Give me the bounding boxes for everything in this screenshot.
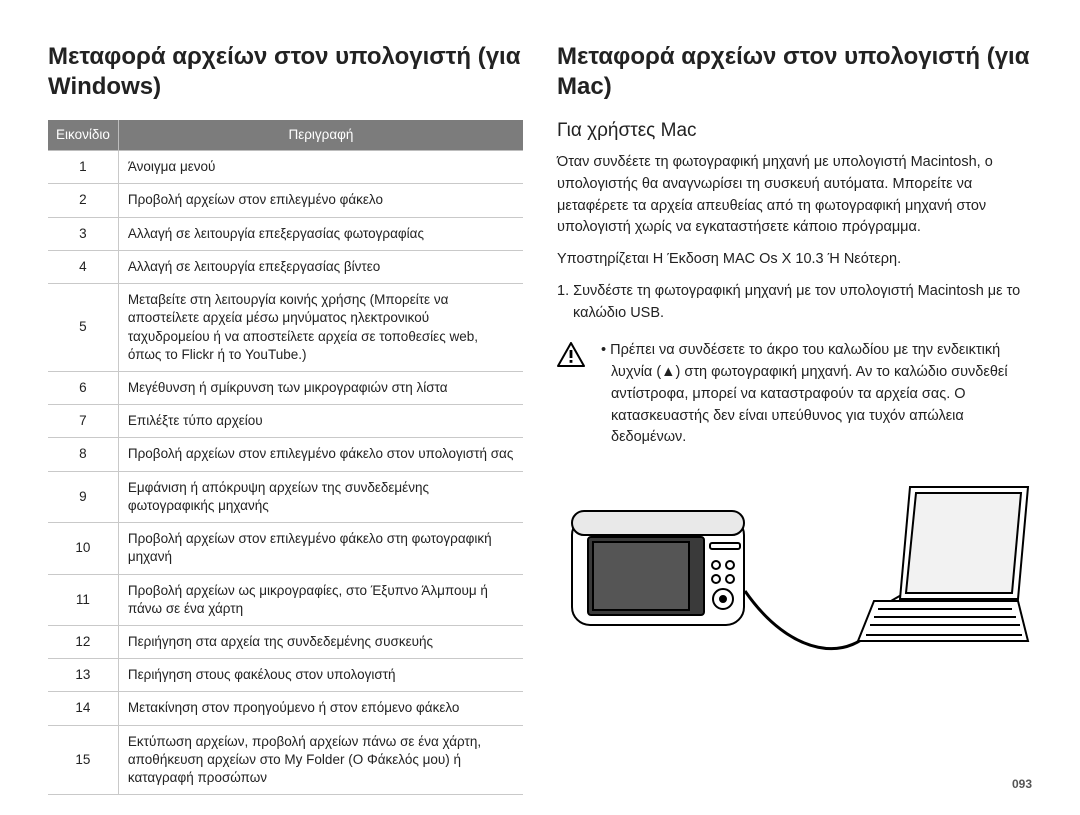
left-column: Μεταφορά αρχείων στον υπολογιστή (για Wi… [48, 42, 523, 785]
right-subheading: Για χρήστες Mac [557, 120, 1032, 142]
support-note: Υποστηρίζεται Η Έκδοση MAC Os X 10.3 Ή Ν… [557, 249, 1032, 271]
row-description: Περιήγηση στους φακέλους στον υπολογιστή [118, 659, 523, 692]
row-description: Περιήγηση στα αρχεία της συνδεδεμένης συ… [118, 625, 523, 658]
table-row: 4Αλλαγή σε λειτουργία επεξεργασίας βίντε… [48, 250, 523, 283]
row-description: Επιλέξτε τύπο αρχείου [118, 405, 523, 438]
row-description: Αλλαγή σε λειτουργία επεξεργασίας φωτογρ… [118, 217, 523, 250]
row-description: Αλλαγή σε λειτουργία επεξεργασίας βίντεο [118, 250, 523, 283]
table-row: 15Εκτύπωση αρχείων, προβολή αρχείων πάνω… [48, 725, 523, 795]
table-row: 2Προβολή αρχείων στον επιλεγμένο φάκελο [48, 184, 523, 217]
row-number: 8 [48, 438, 118, 471]
row-number: 7 [48, 405, 118, 438]
row-number: 1 [48, 151, 118, 184]
table-row: 6Μεγέθυνση ή σμίκρυνση των μικρογραφιών … [48, 371, 523, 404]
icon-description-table: Εικονίδιο Περιγραφή 1Άνοιγμα μενού2Προβο… [48, 120, 523, 795]
row-description: Μεγέθυνση ή σμίκρυνση των μικρογραφιών σ… [118, 371, 523, 404]
table-row: 5Μεταβείτε στη λειτουργία κοινής χρήσης … [48, 284, 523, 372]
table-row: 11Προβολή αρχείων ως μικρογραφίες, στο Έ… [48, 574, 523, 625]
row-number: 4 [48, 250, 118, 283]
row-number: 5 [48, 284, 118, 372]
row-description: Εκτύπωση αρχείων, προβολή αρχείων πάνω σ… [118, 725, 523, 795]
row-number: 11 [48, 574, 118, 625]
camera-to-laptop-illustration [557, 471, 1032, 681]
warning-text: • Πρέπει να συνδέσετε το άκρο του καλωδί… [597, 340, 1032, 449]
table-row: 8Προβολή αρχείων στον επιλεγμένο φάκελο … [48, 438, 523, 471]
row-description: Μετακίνηση στον προηγούμενο ή στον επόμε… [118, 692, 523, 725]
table-row: 1Άνοιγμα μενού [48, 151, 523, 184]
row-number: 6 [48, 371, 118, 404]
table-row: 10Προβολή αρχείων στον επιλεγμένο φάκελο… [48, 523, 523, 574]
warning-icon [557, 342, 585, 368]
page-number: 093 [1012, 777, 1032, 791]
row-number: 12 [48, 625, 118, 658]
table-row: 9Εμφάνιση ή απόκρυψη αρχείων της συνδεδε… [48, 471, 523, 522]
row-description: Άνοιγμα μενού [118, 151, 523, 184]
warning-box: • Πρέπει να συνδέσετε το άκρο του καλωδί… [557, 340, 1032, 449]
row-number: 10 [48, 523, 118, 574]
row-description: Προβολή αρχείων ως μικρογραφίες, στο Έξυ… [118, 574, 523, 625]
table-row: 3Αλλαγή σε λειτουργία επεξεργασίας φωτογ… [48, 217, 523, 250]
row-number: 14 [48, 692, 118, 725]
step-1: 1. Συνδέστε τη φωτογραφική μηχανή με τον… [557, 281, 1032, 325]
right-heading: Μεταφορά αρχείων στον υπολογιστή (για Ma… [557, 42, 1032, 102]
left-heading: Μεταφορά αρχείων στον υπολογιστή (για Wi… [48, 42, 523, 102]
right-column: Μεταφορά αρχείων στον υπολογιστή (για Ma… [557, 42, 1032, 785]
row-description: Προβολή αρχείων στον επιλεγμένο φάκελο [118, 184, 523, 217]
table-header-row: Εικονίδιο Περιγραφή [48, 120, 523, 151]
row-number: 3 [48, 217, 118, 250]
row-number: 2 [48, 184, 118, 217]
col-header-desc: Περιγραφή [118, 120, 523, 151]
col-header-icon: Εικονίδιο [48, 120, 118, 151]
table-row: 14Μετακίνηση στον προηγούμενο ή στον επό… [48, 692, 523, 725]
row-number: 15 [48, 725, 118, 795]
row-description: Εμφάνιση ή απόκρυψη αρχείων της συνδεδεμ… [118, 471, 523, 522]
row-description: Προβολή αρχείων στον επιλεγμένο φάκελο σ… [118, 438, 523, 471]
row-number: 13 [48, 659, 118, 692]
intro-paragraph: Όταν συνδέετε τη φωτογραφική μηχανή με υ… [557, 152, 1032, 239]
row-description: Μεταβείτε στη λειτουργία κοινής χρήσης (… [118, 284, 523, 372]
table-row: 7Επιλέξτε τύπο αρχείου [48, 405, 523, 438]
row-description: Προβολή αρχείων στον επιλεγμένο φάκελο σ… [118, 523, 523, 574]
table-row: 12Περιήγηση στα αρχεία της συνδεδεμένης … [48, 625, 523, 658]
table-row: 13Περιήγηση στους φακέλους στον υπολογισ… [48, 659, 523, 692]
row-number: 9 [48, 471, 118, 522]
